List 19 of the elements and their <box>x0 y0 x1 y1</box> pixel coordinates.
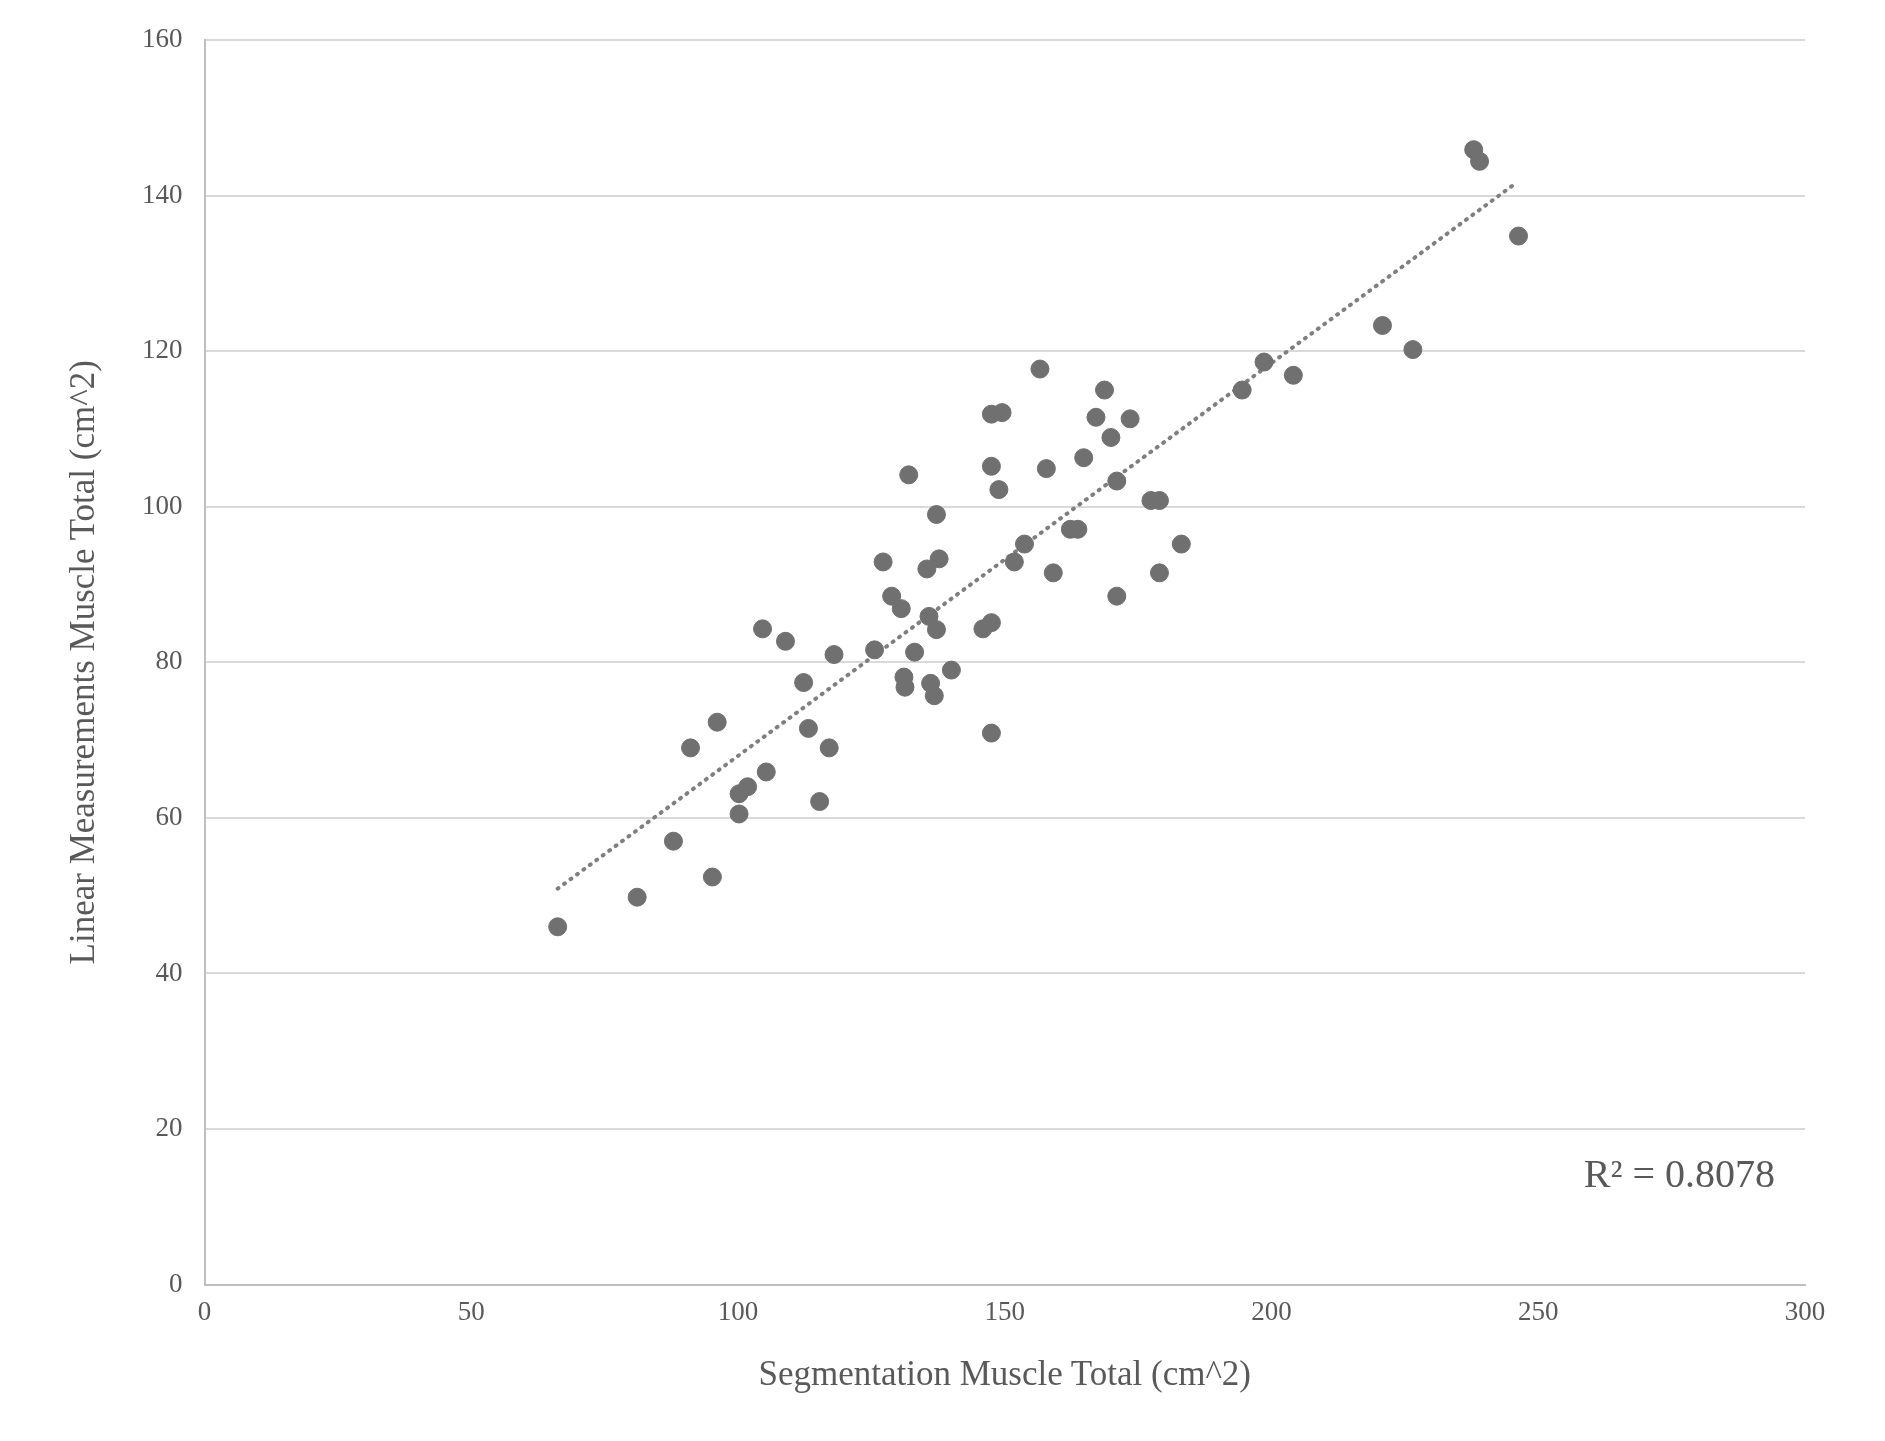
y-tick-label: 60 <box>155 800 183 831</box>
annotation: R² = 0.8078 <box>1583 1151 1775 1197</box>
y-tick-label: 120 <box>142 334 183 365</box>
y-axis-title: Linear Measurements Muscle Total (cm^2) <box>63 360 103 965</box>
x-axis-title: Segmentation Muscle Total (cm^2) <box>758 1354 1252 1394</box>
y-tick-label: 140 <box>142 178 183 209</box>
y-tick-label: 100 <box>142 489 183 520</box>
x-tick-label: 150 <box>984 1295 1025 1326</box>
x-tick-label: 250 <box>1518 1295 1559 1326</box>
x-tick-label: 50 <box>457 1295 485 1326</box>
y-tick-label: 80 <box>155 645 183 676</box>
x-tick-label: 300 <box>1784 1295 1826 1326</box>
y-tick-label: 160 <box>142 23 183 54</box>
x-tick-label: 100 <box>717 1295 759 1326</box>
x-tick-label: 0 <box>197 1295 212 1326</box>
y-tick-label: 40 <box>155 956 183 987</box>
y-tick-label: 0 <box>169 1267 183 1298</box>
y-tick-label: 20 <box>155 1112 183 1143</box>
x-tick-label: 200 <box>1251 1295 1292 1326</box>
